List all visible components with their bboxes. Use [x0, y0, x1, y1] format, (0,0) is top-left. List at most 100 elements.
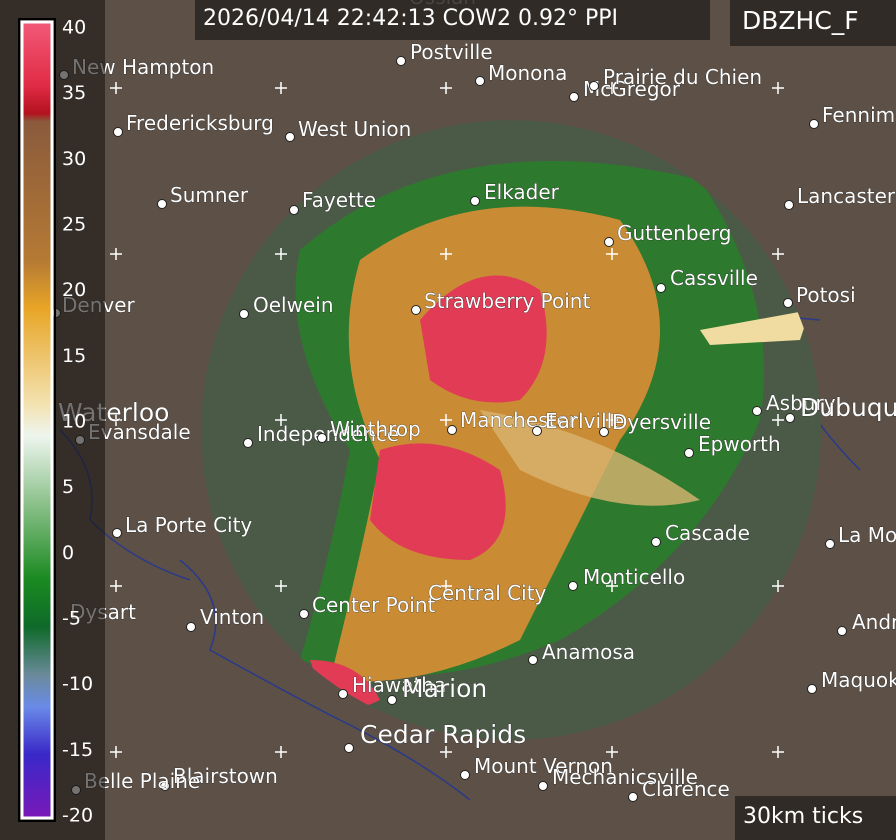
city-dot: [532, 426, 542, 436]
range-tick: [772, 746, 784, 758]
range-tick: [275, 414, 287, 426]
scan-info: 2026/04/14 22:42:13 COW2 0.92° PPI: [195, 0, 710, 40]
city-dot: [285, 132, 295, 142]
city-label: Blairstown: [173, 764, 278, 788]
city-label: Strawberry Point: [424, 289, 590, 313]
city-dot: [475, 76, 485, 86]
city-dot: [785, 413, 795, 423]
colorbar-frame: [18, 18, 56, 822]
city-label: Dubuque: [800, 393, 896, 422]
city-label: Mount Vernon: [474, 754, 613, 778]
range-tick: [440, 746, 452, 758]
city-label: Vinton: [200, 605, 264, 629]
city-dot: [807, 684, 817, 694]
range-tick: [440, 414, 452, 426]
range-tick: [110, 248, 122, 260]
range-tick: [110, 580, 122, 592]
city-label: Fredericksburg: [126, 111, 274, 135]
city-dot: [299, 609, 309, 619]
city-dot: [656, 283, 666, 293]
city-dot: [784, 200, 794, 210]
city-dot: [338, 689, 348, 699]
colorbar-labels: 40 35 30 25 20 15 10 5 0 -5 -10 -15 -20: [62, 17, 93, 827]
city-label: Lancaster: [797, 184, 896, 208]
city-label: La Porte City: [125, 513, 252, 537]
city-dot: [470, 196, 480, 206]
city-label: Earlville: [545, 409, 624, 433]
city-label: Cascade: [665, 521, 750, 545]
city-label: Andrew: [852, 610, 896, 634]
range-tick: [275, 248, 287, 260]
city-label: Anamosa: [542, 640, 635, 664]
range-ticks: [110, 82, 784, 758]
colorbar: [20, 20, 54, 820]
range-tick: [440, 580, 452, 592]
city-label: Sumner: [170, 183, 249, 207]
city-label: Clarence: [642, 777, 730, 801]
city-dot: [628, 792, 638, 802]
colorbar-tick-label: -15: [62, 739, 93, 761]
city-label: Hiawatha: [352, 673, 446, 697]
city-label: Winthrop: [330, 417, 421, 441]
city-label: Postville: [410, 40, 493, 64]
city-label: La Motte: [838, 523, 896, 547]
colorbar-tick-label: 30: [62, 148, 86, 170]
range-tick: [275, 580, 287, 592]
city-dot: [243, 438, 253, 448]
city-dot: [599, 427, 609, 437]
city-label: Mechanicsville: [552, 765, 698, 789]
city-label: Potosi: [796, 283, 856, 307]
colorbar-tick-label: 0: [62, 542, 74, 564]
range-tick: [772, 414, 784, 426]
city-dot: [113, 127, 123, 137]
city-dot: [538, 781, 548, 791]
tick-legend: 30km ticks: [735, 796, 896, 840]
colorbar-tick-label: 40: [62, 17, 86, 39]
city-label: Dyersville: [612, 410, 711, 434]
range-tick: [606, 248, 618, 260]
range-tick: [606, 414, 618, 426]
city-dot: [589, 81, 599, 91]
city-dot: [186, 622, 196, 632]
city-dot: [317, 433, 327, 443]
city-dot: [783, 298, 793, 308]
colorbar-tick-label: 20: [62, 279, 86, 301]
colorbar-tick-label: 15: [62, 345, 86, 367]
range-tick: [110, 746, 122, 758]
colorbar-tick-label: -5: [62, 608, 81, 630]
city-label: Central City: [428, 581, 547, 605]
range-tick: [606, 82, 618, 94]
colorbar-tick-label: 10: [62, 411, 86, 433]
range-tick: [110, 414, 122, 426]
city-dot: [157, 199, 167, 209]
city-dot: [569, 92, 579, 102]
city-label: Asbury: [766, 391, 836, 415]
city-dot: [752, 406, 762, 416]
city-label: Monticello: [583, 565, 685, 589]
city-label: Cedar Rapids: [360, 720, 526, 749]
range-tick: [440, 82, 452, 94]
range-tick: [110, 82, 122, 94]
colorbar-tick-label: 5: [62, 476, 74, 498]
city-label: Monona: [488, 61, 567, 85]
city-label: Fayette: [302, 188, 376, 212]
city-label: Marion: [402, 674, 487, 703]
range-tick: [772, 82, 784, 94]
city-label: Guttenberg: [617, 221, 731, 245]
city-label: Maquoketa: [821, 668, 896, 692]
city-label: Prairie du Chien: [603, 65, 762, 89]
city-dot: [239, 309, 249, 319]
city-dot: [604, 237, 614, 247]
colorbar-tick-label: -10: [62, 673, 93, 695]
colorbar-tick-label: 25: [62, 214, 86, 236]
city-label: Epworth: [698, 432, 781, 456]
city-dot: [528, 655, 538, 665]
city-labels: OssianNew HamptonPostvilleMononaMcGregor…: [51, 0, 896, 802]
city-label: Oelwein: [253, 293, 334, 317]
range-tick: [606, 580, 618, 592]
range-tick: [440, 248, 452, 260]
city-dot: [651, 537, 661, 547]
city-dot: [289, 205, 299, 215]
